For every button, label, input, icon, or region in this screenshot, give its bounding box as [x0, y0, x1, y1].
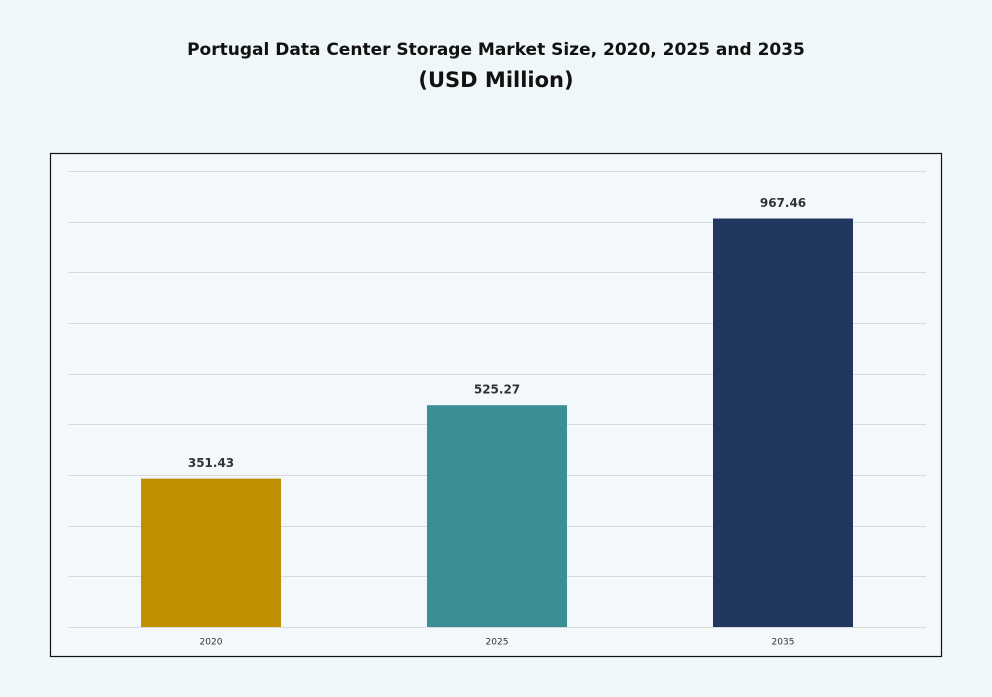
- value-label: 967.46: [760, 196, 806, 210]
- value-label: 351.43: [188, 456, 234, 470]
- bar: [141, 478, 281, 627]
- chart-title: Portugal Data Center Storage Market Size…: [187, 40, 805, 60]
- value-label: 525.27: [474, 383, 520, 397]
- x-tick-label: 2025: [486, 638, 509, 648]
- bar: [427, 405, 567, 627]
- bar: [713, 218, 853, 627]
- x-tick-label: 2020: [200, 638, 223, 648]
- chart-subtitle: (USD Million): [418, 68, 573, 92]
- x-tick-label: 2035: [772, 638, 795, 648]
